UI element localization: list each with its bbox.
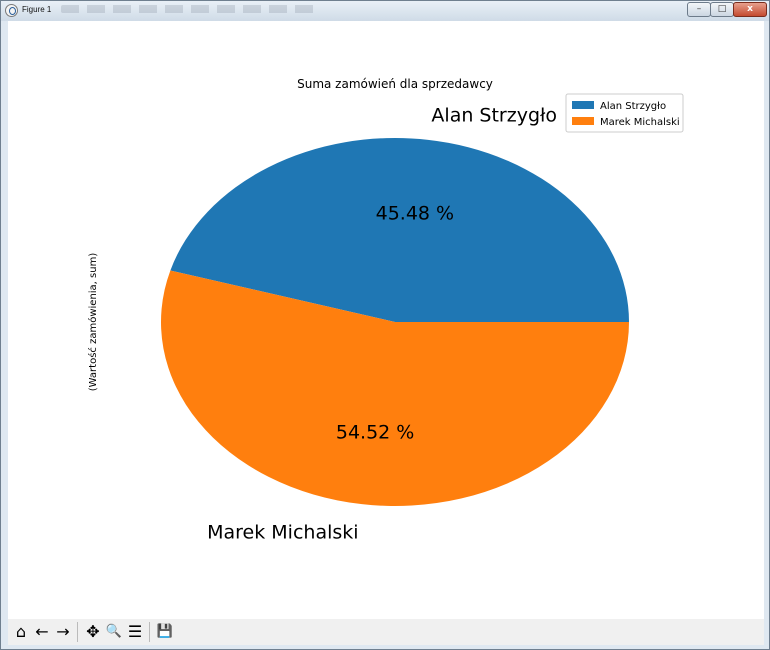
slice-category-label: Marek Michalski xyxy=(207,521,358,543)
legend-entry-label: Alan Strzygło xyxy=(600,101,666,112)
back-icon: ← xyxy=(35,622,49,641)
save-icon: 💾 xyxy=(156,624,174,639)
zoom-button[interactable]: 🔍 xyxy=(104,622,124,642)
title-bar[interactable]: Figure 1 – □ x xyxy=(1,1,769,21)
navigation-toolbar: ⌂ ← → ✥ 🔍 ☰ 💾 xyxy=(8,619,764,645)
app-icon xyxy=(5,4,18,17)
legend-box xyxy=(565,93,684,133)
maximize-button[interactable]: □ xyxy=(710,2,734,17)
forward-button[interactable]: → xyxy=(53,622,73,642)
pie-slice xyxy=(160,270,629,506)
pie-chart: Suma zamówień dla sprzedawcy (Wartość za… xyxy=(87,77,684,544)
save-button[interactable]: 💾 xyxy=(155,622,175,642)
pan-button[interactable]: ✥ xyxy=(83,622,103,642)
menu-bar xyxy=(61,5,321,13)
pan-icon: ✥ xyxy=(86,622,100,641)
legend-swatch xyxy=(572,101,594,109)
configure-subplots-button[interactable]: ☰ xyxy=(125,622,145,642)
slice-category-label: Alan Strzygło xyxy=(431,105,557,127)
pie-slice xyxy=(170,138,630,322)
close-button[interactable]: x xyxy=(733,2,767,17)
figure-canvas: Suma zamówień dla sprzedawcy (Wartość za… xyxy=(8,21,764,619)
pie-labels: 45.48 % Alan Strzygło 54.52 % Marek Michals… xyxy=(207,105,557,544)
legend: Alan Strzygło Marek Michalski xyxy=(565,93,684,133)
slice-percentage-label: 45.48 % xyxy=(376,203,455,225)
pie-slices xyxy=(160,138,630,506)
forward-icon: → xyxy=(56,622,70,641)
chart-title: Suma zamówień dla sprzedawcy xyxy=(297,77,493,91)
back-button[interactable]: ← xyxy=(32,622,52,642)
minimize-button[interactable]: – xyxy=(687,2,711,17)
slice-percentage-label: 54.52 % xyxy=(336,421,415,443)
home-button[interactable]: ⌂ xyxy=(11,622,31,642)
window-title: Figure 1 xyxy=(22,5,52,14)
home-icon: ⌂ xyxy=(15,622,27,641)
configure-subplots-icon: ☰ xyxy=(127,622,143,641)
toolbar-separator xyxy=(149,622,150,642)
y-axis-label: (Wartość zamówienia, sum) xyxy=(87,253,99,392)
zoom-icon: 🔍 xyxy=(105,624,123,639)
legend-entry-label: Marek Michalski xyxy=(600,117,680,128)
legend-swatch xyxy=(572,117,594,125)
toolbar-separator xyxy=(77,622,78,642)
